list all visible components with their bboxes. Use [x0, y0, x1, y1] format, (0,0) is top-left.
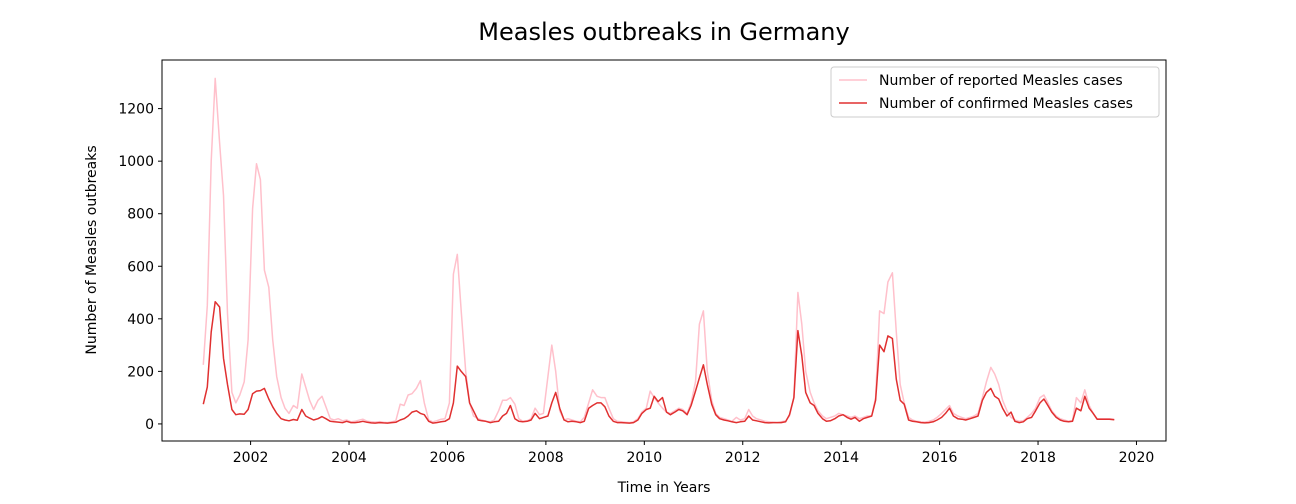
legend-label-reported: Number of reported Measles cases	[879, 73, 1123, 89]
legend-box	[830, 66, 1160, 118]
series-line-1	[202, 300, 1115, 424]
x-tick-label: 2010	[626, 450, 662, 466]
x-tick-label: 2020	[1119, 450, 1155, 466]
y-axis: 0 200 400 600 800 1000 1200	[118, 102, 162, 433]
y-tick-label: 1200	[118, 102, 154, 118]
legend: Number of reported Measles cases Number …	[830, 66, 1160, 118]
x-tick-label: 2012	[725, 450, 761, 466]
y-tick-label: 600	[127, 259, 154, 275]
y-tick-label: 1000	[118, 154, 154, 170]
x-tick-label: 2006	[430, 450, 466, 466]
x-tick-label: 2016	[922, 450, 958, 466]
y-tick-label: 400	[127, 312, 154, 328]
x-tick-label: 2004	[331, 450, 367, 466]
y-tick-label: 0	[145, 417, 154, 433]
x-tick-label: 2008	[528, 450, 564, 466]
x-tick-label: 2014	[823, 450, 859, 466]
x-tick-label: 2018	[1020, 450, 1056, 466]
x-axis-label: Time in Years	[617, 480, 711, 496]
plot-area	[161, 59, 1167, 442]
chart-title: Measles outbreaks in Germany	[478, 18, 849, 46]
axes-frame	[161, 59, 1167, 442]
y-tick-label: 800	[127, 207, 154, 223]
series-line-0	[202, 77, 1115, 424]
legend-label-confirmed: Number of confirmed Measles cases	[879, 96, 1133, 112]
y-axis-label: Number of Measles outbreaks	[84, 145, 100, 354]
x-tick-label: 2002	[233, 450, 269, 466]
x-axis: 2002 2004 2006 2008 2010 2012 2014 2016 2018 2020	[233, 441, 1155, 466]
y-tick-label: 200	[127, 364, 154, 380]
